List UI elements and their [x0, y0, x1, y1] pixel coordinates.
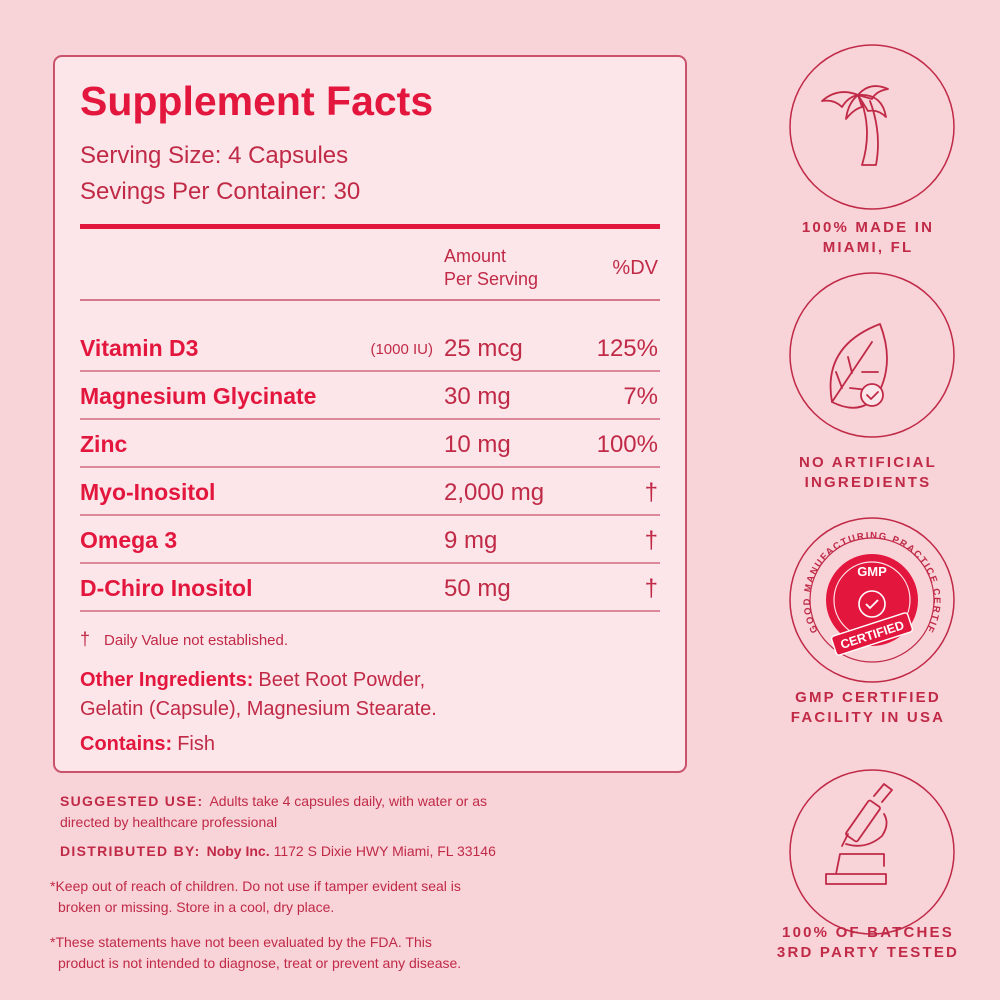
badge-labels: 100% MADE IN MIAMI, FL NO ARTIFICIAL INGRED… [777, 219, 959, 961]
panel-title: Supplement Facts [80, 78, 433, 124]
warning: *These statements have not been evaluate… [50, 934, 432, 950]
amount: 10 mg [444, 431, 511, 458]
daily-value: 125% [597, 335, 658, 362]
other-text: Gelatin (Capsule), Magnesium Stearate. [80, 698, 437, 720]
suggested-text: Adults take 4 capsules daily, with water… [209, 793, 487, 809]
badge-label: 3RD PARTY TESTED [777, 944, 959, 961]
seal-top: GMP [857, 564, 887, 579]
serving-size: Serving Size: 4 Capsules [80, 142, 348, 169]
nutrient-name: Vitamin D3 [80, 335, 198, 361]
footnote-symbol: † [80, 629, 90, 649]
nutrient-name: Zinc [80, 431, 127, 457]
contains-text: Fish [177, 733, 215, 755]
nutrient-name: Myo-Inositol [80, 479, 215, 505]
other-ingredients: Other Ingredients: Beet Root Powder, [80, 669, 425, 691]
distributed-label: DISTRIBUTED BY: [60, 843, 201, 859]
footnote-text: Daily Value not established. [104, 632, 288, 649]
badge-label: 100% OF BATCHES [782, 924, 954, 941]
amount: 30 mg [444, 383, 511, 410]
distributed-by: DISTRIBUTED BY: Noby Inc. 1172 S Dixie HWY… [60, 843, 496, 859]
palm-icon [821, 85, 889, 166]
daily-value: † [645, 575, 658, 602]
amount-header: Amount [444, 246, 506, 266]
seal-ring [809, 537, 935, 663]
daily-value: † [645, 527, 658, 554]
amount: 2,000 mg [444, 479, 544, 506]
nutrient-name: Omega 3 [80, 527, 177, 553]
daily-value: † [645, 479, 658, 506]
warning: broken or missing. Store in a cool, dry … [58, 899, 334, 915]
leaf-icon [829, 323, 888, 409]
suggested-label: SUGGESTED USE: [60, 793, 203, 809]
badge-label: MIAMI, FL [823, 239, 914, 256]
other-label: Other Ingredients: [80, 669, 253, 691]
suggested-text: directed by healthcare professional [60, 814, 277, 830]
warning: *Keep out of reach of children. Do not u… [50, 878, 461, 894]
nutrient-name: D-Chiro Inositol [80, 575, 252, 601]
other-text: Beet Root Powder, [258, 669, 425, 691]
contains-label: Contains: [80, 733, 172, 755]
suggested-use: SUGGESTED USE: Adults take 4 capsules dai… [60, 793, 487, 809]
thick-rule [80, 224, 660, 229]
contains: Contains: Fish [80, 733, 215, 755]
footnote: † Daily Value not established. [80, 629, 288, 649]
amount: 25 mcg [444, 335, 523, 362]
amount: 9 mg [444, 527, 497, 554]
distributor-name: Noby Inc. [207, 843, 270, 859]
daily-value: 100% [597, 431, 658, 458]
nutrient-note: (1000 IU) [370, 341, 433, 358]
amount: 50 mg [444, 575, 511, 602]
amount-header: Per Serving [444, 269, 538, 289]
servings-per-container: Sevings Per Container: 30 [80, 178, 360, 205]
distributor-address: 1172 S Dixie HWY Miami, FL 33146 [274, 843, 496, 859]
rows: Vitamin D3 (1000 IU) 25 mcg 125% Magnesium G… [80, 335, 660, 612]
badge-circles [789, 44, 955, 935]
badge-label: NO ARTIFICIAL [799, 454, 937, 471]
daily-value: 7% [623, 383, 658, 410]
badge-label: GMP CERTIFIED [795, 689, 941, 706]
nutrient-name: Magnesium Glycinate [80, 383, 316, 409]
badge-label: FACILITY IN USA [791, 709, 945, 726]
warning: product is not intended to diagnose, tre… [58, 955, 461, 971]
badge-label: 100% MADE IN [802, 219, 934, 236]
seal-check [865, 599, 879, 610]
badge-label: INGREDIENTS [805, 474, 932, 491]
dv-header: %DV [612, 257, 658, 279]
microscope-icon [825, 783, 893, 885]
seal-check-circle [858, 590, 886, 618]
facts-panel [53, 55, 687, 773]
